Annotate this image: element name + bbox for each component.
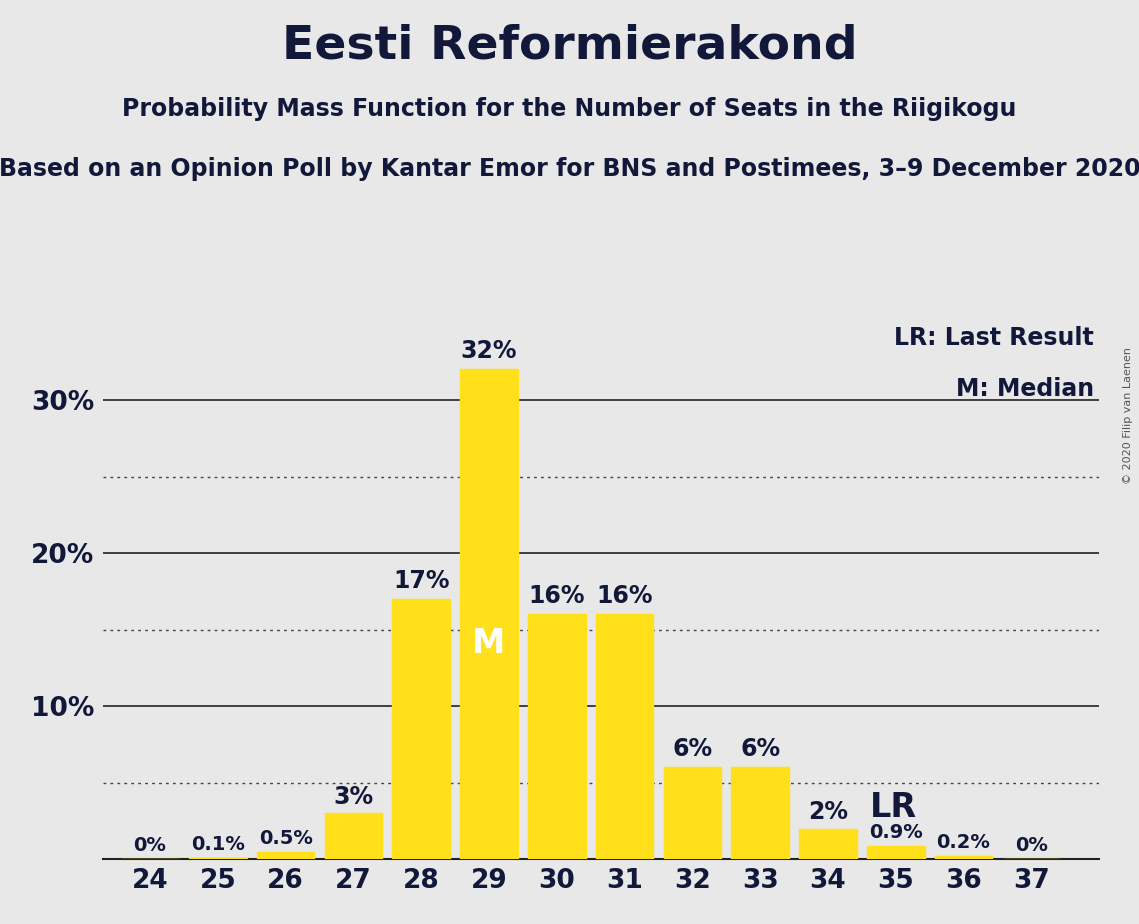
Text: 3%: 3% — [334, 784, 374, 808]
Bar — [935, 857, 992, 859]
Text: LR: LR — [870, 791, 917, 824]
Bar — [664, 768, 721, 859]
Bar — [325, 813, 383, 859]
Text: Probability Mass Function for the Number of Seats in the Riigikogu: Probability Mass Function for the Number… — [122, 97, 1017, 121]
Bar — [596, 614, 654, 859]
Text: LR: Last Result: LR: Last Result — [894, 326, 1095, 350]
Text: 6%: 6% — [740, 737, 780, 761]
Text: Eesti Reformierakond: Eesti Reformierakond — [281, 23, 858, 68]
Text: 0.9%: 0.9% — [869, 822, 923, 842]
Text: 0.2%: 0.2% — [936, 833, 991, 853]
Text: 17%: 17% — [393, 569, 450, 593]
Text: M: M — [473, 627, 506, 661]
Text: 0%: 0% — [133, 835, 166, 855]
Bar — [256, 852, 314, 859]
Bar — [731, 768, 789, 859]
Text: 32%: 32% — [460, 339, 517, 363]
Text: 0.1%: 0.1% — [191, 835, 245, 854]
Text: 0.5%: 0.5% — [259, 829, 312, 848]
Text: 6%: 6% — [672, 737, 712, 761]
Bar — [392, 599, 450, 859]
Bar — [189, 857, 246, 859]
Text: 0%: 0% — [1015, 835, 1048, 855]
Text: © 2020 Filip van Laenen: © 2020 Filip van Laenen — [1123, 347, 1133, 484]
Bar — [867, 845, 925, 859]
Text: 16%: 16% — [528, 584, 585, 608]
Text: 2%: 2% — [808, 800, 847, 824]
Bar — [460, 370, 518, 859]
Bar — [800, 829, 857, 859]
Text: 16%: 16% — [597, 584, 653, 608]
Text: M: Median: M: Median — [956, 377, 1095, 401]
Bar — [528, 614, 585, 859]
Text: Based on an Opinion Poll by Kantar Emor for BNS and Postimees, 3–9 December 2020: Based on an Opinion Poll by Kantar Emor … — [0, 157, 1139, 181]
